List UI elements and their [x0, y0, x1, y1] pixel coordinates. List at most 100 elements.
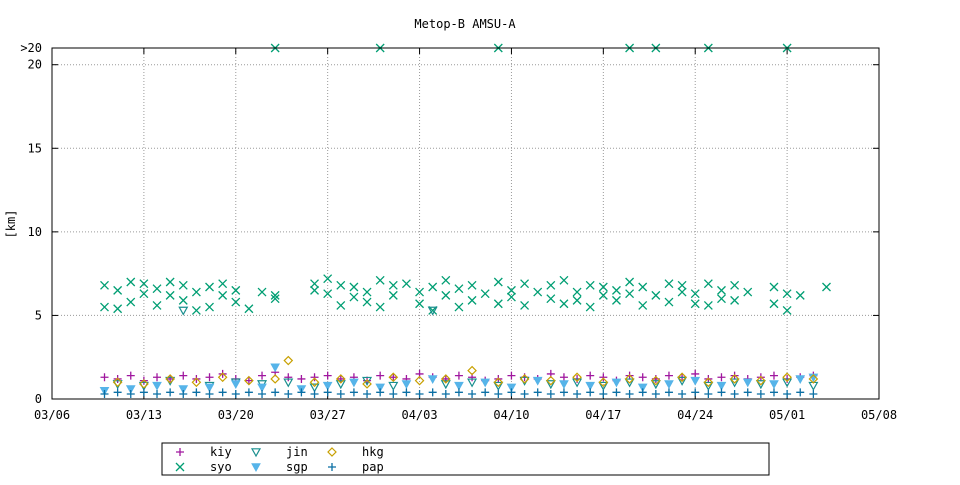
data-point-syo — [559, 299, 569, 309]
data-point-syo — [257, 287, 267, 297]
data-point-kiy-shape — [100, 373, 109, 382]
data-point-hkg — [703, 377, 714, 388]
data-point-kiy-shape — [559, 373, 568, 382]
data-point-pap-shape — [349, 388, 358, 397]
data-point-syo-shape — [703, 300, 713, 310]
data-point-jin — [703, 381, 714, 391]
data-point-syo-shape — [520, 300, 530, 310]
data-point-syo-shape — [598, 282, 608, 292]
data-point-hkg — [165, 374, 175, 384]
data-point-jin — [388, 381, 399, 391]
data-point-sgp-shape — [611, 378, 622, 388]
data-point-sgp — [769, 380, 779, 389]
data-point-sgp — [125, 385, 136, 395]
data-point-pap-shape — [113, 388, 122, 397]
legend-marker-pap-shape — [328, 463, 336, 471]
data-point-syo — [572, 287, 582, 297]
data-point-kiy — [258, 371, 267, 380]
data-point-kiy-shape — [244, 376, 253, 385]
data-point-syo — [822, 282, 831, 292]
data-point-sgp — [401, 380, 412, 389]
data-point-syo — [493, 277, 503, 287]
data-point-pap — [310, 389, 319, 398]
data-point-jin — [650, 380, 661, 390]
data-point-pap — [625, 389, 634, 398]
data-point-syo — [598, 282, 608, 292]
data-point-syo-shape — [480, 289, 490, 299]
data-point-syo-shape — [638, 300, 648, 310]
data-point-syo-shape — [612, 295, 621, 305]
data-point-syo — [323, 274, 333, 284]
data-point-syo — [625, 289, 635, 299]
data-point-pap-shape — [258, 389, 267, 398]
data-point-syo — [113, 285, 123, 295]
data-point-syo — [178, 280, 188, 290]
data-point-syo — [336, 280, 346, 290]
legend-marker-sgp-shape — [251, 463, 261, 473]
data-point-jin-shape — [755, 380, 766, 390]
data-point-pap — [612, 388, 621, 397]
data-point-hkg — [624, 374, 635, 384]
data-point-syo — [152, 284, 162, 294]
data-point-syo — [454, 284, 464, 294]
data-point-syo-shape — [139, 289, 149, 299]
data-point-kiy — [376, 371, 385, 380]
data-point-syo — [375, 302, 385, 312]
data-point-pap-shape — [507, 388, 516, 397]
data-point-sgp — [585, 381, 596, 391]
data-point-hkg-shape — [467, 365, 477, 376]
data-point-syo-shape — [218, 290, 228, 300]
data-point-pap — [809, 389, 818, 398]
data-point-pap-shape — [389, 389, 398, 398]
data-point-jin — [598, 381, 609, 391]
data-point-hkg — [191, 377, 202, 388]
data-point-syo — [572, 295, 582, 305]
data-point-pap — [218, 388, 227, 397]
data-point-hkg-shape — [782, 372, 792, 383]
y-tick-label: 20 — [28, 58, 42, 72]
data-point-syo — [375, 275, 385, 285]
data-point-syo-shape — [769, 299, 779, 309]
data-point-jin — [782, 378, 793, 388]
data-point-syo — [310, 279, 319, 289]
data-point-hkg-shape — [677, 372, 687, 383]
data-point-syo-shape — [520, 279, 530, 289]
y-axis-label: [km] — [4, 210, 18, 239]
data-point-syo — [585, 302, 595, 312]
legend-marker-kiy-shape — [176, 448, 184, 456]
data-point-syo-shape — [598, 290, 608, 300]
data-point-sgp-shape — [152, 381, 162, 391]
data-point-syo — [625, 277, 635, 287]
data-point-pap — [586, 388, 595, 397]
data-point-syo — [546, 294, 556, 304]
data-point-jin-shape — [427, 306, 438, 316]
data-point-hkg — [782, 372, 792, 383]
data-point-pap — [153, 389, 162, 398]
data-point-syo-shape — [651, 290, 661, 300]
data-point-syo-shape — [375, 275, 385, 285]
data-point-kiy-shape — [297, 374, 306, 383]
data-point-pap-shape — [651, 389, 660, 398]
data-point-sgp-shape — [427, 375, 438, 384]
data-point-syo — [467, 280, 477, 290]
data-point-pap-shape — [494, 389, 503, 398]
data-point-sgp-shape — [742, 378, 753, 388]
data-point-syo-shape — [506, 292, 516, 302]
data-point-pap — [113, 388, 122, 397]
data-point-jin — [283, 378, 294, 388]
data-point-pap-shape — [546, 389, 555, 398]
data-point-kiy — [441, 374, 450, 383]
data-point-hkg — [270, 374, 281, 384]
data-point-pap — [415, 389, 424, 398]
data-point-syo — [100, 302, 109, 312]
data-point-hkg-shape — [362, 379, 372, 389]
data-point-syo-shape — [730, 280, 740, 290]
data-point-syo — [362, 287, 372, 297]
data-point-syo-shape — [270, 294, 280, 304]
data-point-hkg-shape — [335, 374, 346, 384]
data-point-syo-shape — [205, 282, 214, 292]
data-point-syo — [782, 289, 792, 299]
data-point-sgp — [795, 375, 806, 384]
data-point-kiy-shape — [153, 373, 162, 382]
